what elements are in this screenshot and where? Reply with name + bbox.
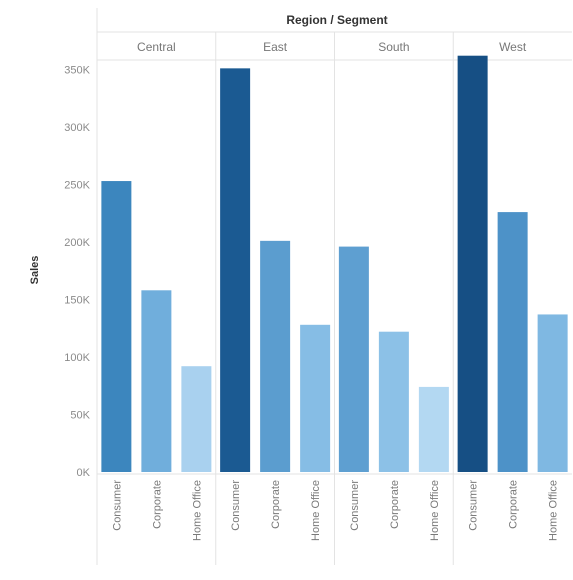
bar-central-consumer	[101, 181, 132, 473]
x-tick-label: Home Office	[310, 480, 322, 541]
y-tick-label: 350K	[64, 65, 90, 77]
x-tick-label: Home Office	[191, 480, 203, 541]
y-tick-label: 250K	[64, 180, 90, 192]
bar-south-corporate	[378, 331, 409, 472]
region-header-central: Central	[137, 40, 176, 54]
region-header-west: West	[499, 40, 527, 54]
bar-central-corporate	[141, 290, 172, 472]
y-tick-label: 100K	[64, 352, 90, 364]
y-axis-label: Sales	[29, 256, 41, 285]
bar-west-home-office	[537, 314, 568, 472]
y-tick-label: 150K	[64, 295, 90, 307]
bar-east-corporate	[260, 240, 291, 472]
y-tick-label: 50K	[70, 410, 90, 422]
bar-east-consumer	[220, 68, 251, 472]
y-tick-label: 0K	[77, 467, 91, 479]
x-axis-ticks: Consumer Corporate Home Office Consumer Corp…	[111, 480, 559, 541]
y-tick-label: 300K	[64, 122, 90, 134]
x-tick-label: Corporate	[270, 480, 282, 529]
bar-west-consumer	[457, 55, 488, 472]
bar-west-corporate	[497, 212, 528, 472]
x-tick-label: Corporate	[151, 480, 163, 529]
chart-frame	[96, 8, 572, 565]
region-header-east: East	[263, 40, 288, 54]
region-header-south: South	[378, 40, 409, 54]
bar-east-home-office	[300, 324, 331, 472]
y-axis-ticks: 0K 50K 100K 150K 200K 250K 300K 350K	[64, 65, 90, 480]
x-tick-label: Corporate	[389, 480, 401, 529]
x-tick-label: Consumer	[468, 480, 480, 531]
x-tick-label: Consumer	[230, 480, 242, 531]
bar-central-home-office	[181, 366, 212, 472]
bar-south-consumer	[338, 246, 369, 472]
header-title: Region / Segment	[286, 13, 387, 27]
bar-south-home-office	[418, 386, 449, 472]
x-tick-label: Home Office	[429, 480, 441, 541]
x-tick-label: Home Office	[548, 480, 560, 541]
x-tick-label: Consumer	[349, 480, 361, 531]
x-tick-label: Consumer	[111, 480, 123, 531]
region-headers: Central East South West	[137, 40, 527, 54]
bars	[101, 55, 568, 473]
x-tick-label: Corporate	[508, 480, 520, 529]
y-tick-label: 200K	[64, 237, 90, 249]
